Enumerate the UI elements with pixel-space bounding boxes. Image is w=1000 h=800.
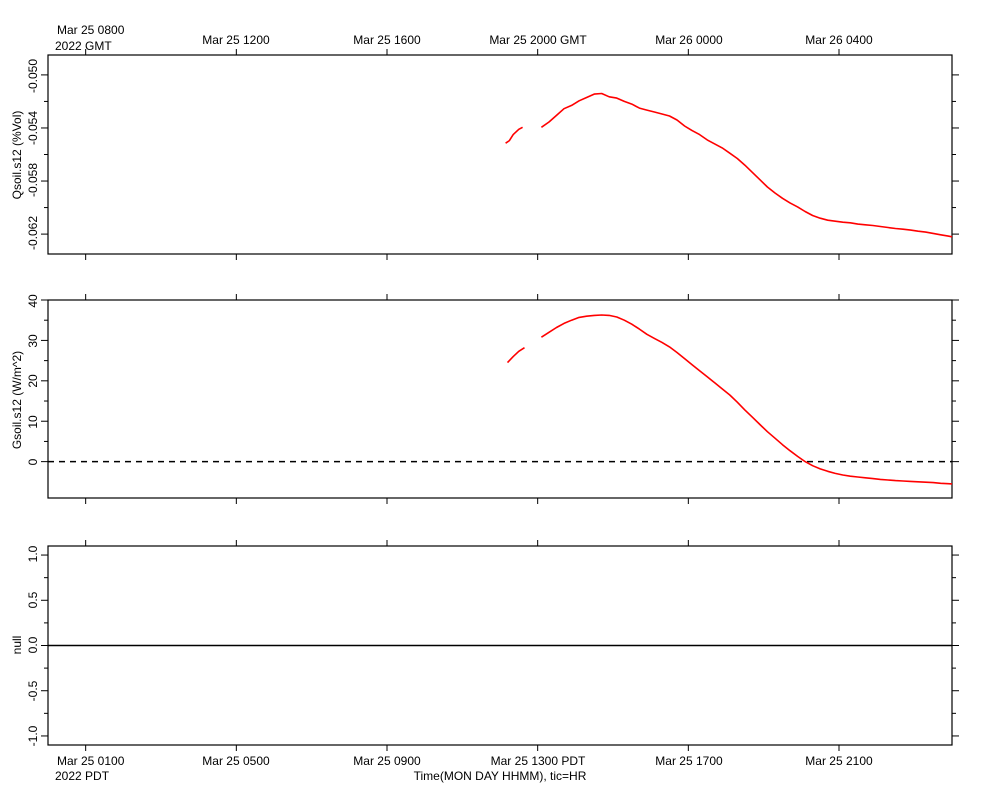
qsoil-ytick-label: -0.062 — [26, 216, 40, 250]
qsoil-ytick-label: -0.050 — [26, 59, 40, 93]
series-line — [505, 126, 523, 144]
qsoil-series — [505, 92, 953, 238]
null-ytick-label: -1.0 — [26, 725, 40, 746]
gsoil-ytick-label: 20 — [26, 374, 40, 388]
gsoil-series — [506, 314, 953, 485]
gsoil-ytick-label: 30 — [26, 334, 40, 348]
gsoil-ylabel: Gsoil.s12 (W/m^2) — [10, 351, 24, 449]
gsoil-frame — [47, 299, 953, 499]
null-ticks — [41, 540, 959, 751]
null-ytick-label: -0.5 — [26, 680, 40, 701]
top-axis-first-label: Mar 25 0800 — [57, 23, 125, 37]
bottom-time-axis: Mar 25 0100 2022 PDT Mar 25 0500 Mar 25 … — [55, 754, 873, 783]
top-axis-label: Mar 26 0000 — [655, 33, 723, 47]
top-time-axis: Mar 25 0800 2022 GMT Mar 25 1200 Mar 25 … — [55, 23, 873, 53]
null-ytick-label: 1.0 — [26, 545, 40, 562]
top-axis-label: Mar 26 0400 — [805, 33, 873, 47]
top-axis-label: Mar 25 1600 — [353, 33, 421, 47]
gsoil-ytick-label: 10 — [26, 415, 40, 429]
top-axis-label: Mar 25 2000 GMT — [489, 33, 587, 47]
gsoil-ticks — [41, 294, 959, 504]
top-axis-label: Mar 25 1200 — [202, 33, 270, 47]
series-line — [540, 314, 953, 485]
null-ytick-label: 0.5 — [26, 591, 40, 608]
x-axis-title: Time(MON DAY HHMM), tic=HR — [414, 769, 587, 783]
bottom-axis-label: Mar 25 1700 — [655, 754, 723, 768]
null-ytick-label: 0.0 — [26, 636, 40, 653]
bottom-axis-label: Mar 25 1300 PDT — [491, 754, 586, 768]
gsoil-ytick-label: 40 — [26, 294, 40, 308]
qsoil-ticks — [41, 49, 959, 260]
gsoil-panel: 0 10 20 30 40 Gsoil.s12 (W/m^2) — [10, 294, 959, 504]
bottom-axis-label: Mar 25 2100 — [805, 754, 873, 768]
series-line — [506, 347, 525, 364]
bottom-axis-first-label-year: 2022 PDT — [55, 769, 110, 783]
qsoil-panel: -0.062 -0.058 -0.054 -0.050 Qsoil.s12 (%… — [10, 49, 959, 260]
gsoil-ytick-label: 0 — [26, 458, 40, 465]
qsoil-ytick-label: -0.058 — [26, 163, 40, 197]
series-line — [540, 92, 953, 238]
qsoil-ytick-label: -0.054 — [26, 111, 40, 145]
top-axis-first-label-year: 2022 GMT — [55, 39, 112, 53]
qsoil-ylabel: Qsoil.s12 (%Vol) — [10, 111, 24, 200]
qsoil-frame — [47, 54, 953, 255]
null-ylabel: null — [10, 636, 24, 655]
null-panel: -1.0 -0.5 0.0 0.5 1.0 null — [10, 540, 959, 751]
bottom-axis-first-label: Mar 25 0100 — [57, 754, 125, 768]
bottom-axis-label: Mar 25 0900 — [353, 754, 421, 768]
bottom-axis-label: Mar 25 0500 — [202, 754, 270, 768]
